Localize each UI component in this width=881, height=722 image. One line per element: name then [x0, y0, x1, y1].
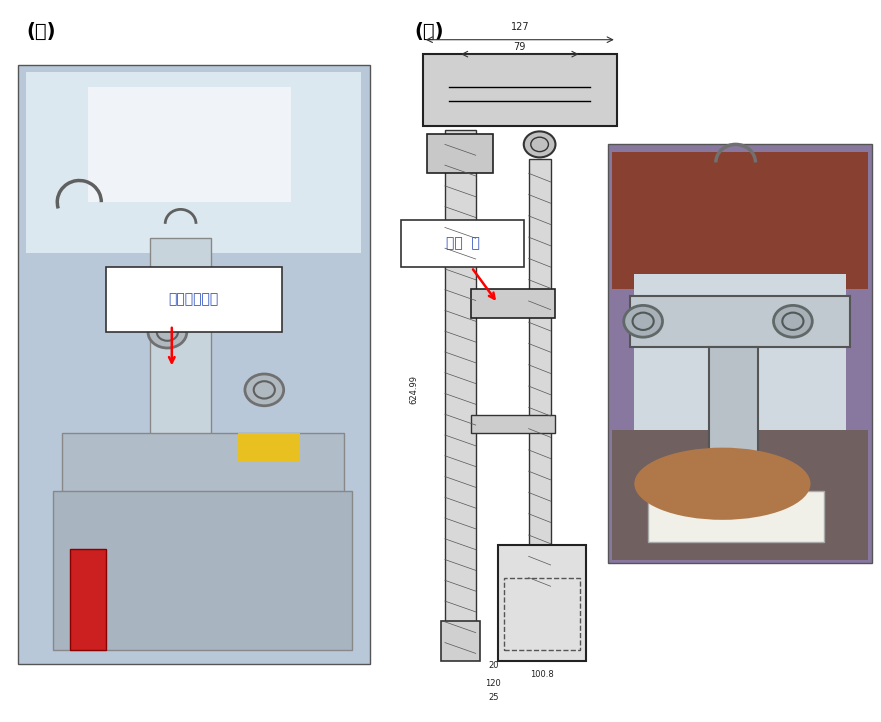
Text: (가): (가) — [26, 22, 56, 40]
Bar — [150, 238, 211, 469]
Bar — [612, 430, 868, 560]
Text: 120: 120 — [485, 679, 501, 687]
Bar — [612, 152, 868, 289]
Text: (나): (나) — [414, 22, 443, 40]
Bar — [440, 621, 480, 661]
Circle shape — [148, 316, 187, 348]
Circle shape — [774, 305, 812, 337]
Bar — [18, 65, 370, 664]
Bar — [648, 491, 824, 542]
Bar — [423, 54, 617, 126]
Text: 79: 79 — [514, 42, 526, 52]
FancyBboxPatch shape — [106, 267, 282, 332]
Bar — [53, 491, 352, 650]
Bar — [471, 289, 555, 318]
Bar — [471, 415, 555, 433]
Bar — [504, 578, 580, 650]
Text: 127: 127 — [510, 22, 529, 32]
Text: 100.8: 100.8 — [530, 670, 553, 679]
Bar — [427, 134, 493, 173]
Circle shape — [524, 131, 555, 157]
Text: 고정  핀: 고정 핀 — [446, 236, 479, 251]
Bar — [608, 144, 872, 563]
Text: 양극고정홀더: 양극고정홀더 — [168, 292, 219, 307]
Bar — [498, 545, 586, 661]
Bar — [401, 220, 524, 267]
Circle shape — [624, 305, 663, 337]
Bar — [529, 159, 551, 592]
Text: 20: 20 — [488, 661, 499, 669]
Circle shape — [245, 374, 284, 406]
Bar — [445, 130, 476, 657]
Bar — [634, 274, 846, 433]
Bar — [88, 87, 291, 202]
Text: 25: 25 — [488, 693, 499, 702]
Bar — [709, 347, 758, 505]
Text: 624.99: 624.99 — [410, 375, 418, 404]
Bar — [630, 296, 850, 347]
Bar — [26, 72, 361, 253]
Bar — [70, 549, 106, 650]
Bar — [238, 433, 300, 462]
Ellipse shape — [634, 448, 811, 520]
Bar — [62, 433, 344, 505]
